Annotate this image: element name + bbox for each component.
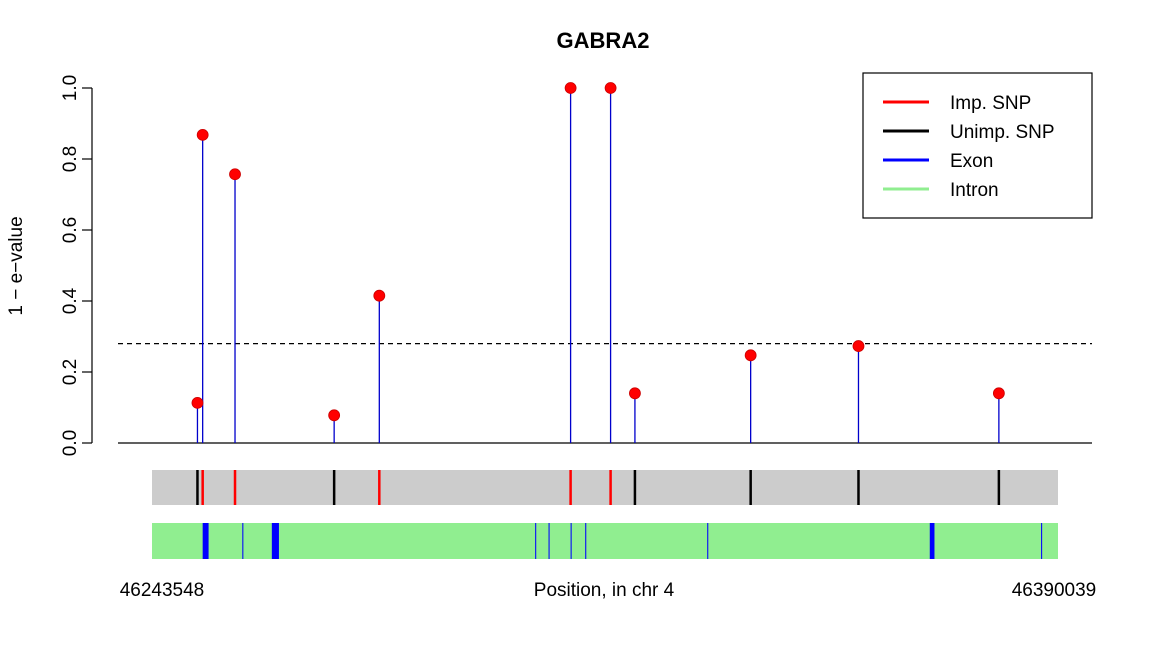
points [191, 82, 1005, 422]
gene-track [152, 523, 1058, 559]
exon [202, 523, 209, 559]
exon [535, 523, 537, 559]
legend-box [862, 72, 1093, 219]
snp-point [328, 409, 341, 422]
y-tick-label: 0.2 [60, 359, 81, 385]
snp-point [852, 340, 865, 352]
y-axis-label: 1 − e−value [6, 216, 27, 315]
y-tick-label: 0.6 [60, 217, 81, 243]
snp-point [196, 128, 209, 141]
y-tick-label: 1.0 [60, 75, 81, 101]
exon [271, 523, 279, 559]
chart-title: GABRA2 [557, 28, 650, 53]
y-tick-label: 0.4 [60, 287, 81, 314]
y-tick-label: 0.8 [60, 146, 81, 172]
legend: Imp. SNP Unimp. SNP Exon Intron [862, 72, 1093, 219]
y-axis: 0.0 0.2 0.4 0.6 0.8 1.0 [60, 75, 93, 456]
snp-point [629, 387, 641, 400]
snp-ticks [196, 470, 1001, 505]
legend-label: Unimp. SNP [950, 122, 1055, 143]
y-tick-label: 0.0 [60, 430, 81, 456]
exons [202, 523, 1043, 559]
snp-point [744, 349, 757, 362]
snp-point [373, 289, 386, 302]
snp-point [564, 82, 577, 94]
exon [1041, 523, 1043, 559]
exon [242, 523, 244, 559]
snp-point [229, 168, 241, 181]
x-axis-label: Position, in chr 4 [534, 580, 675, 601]
exon [570, 523, 572, 559]
exon [707, 523, 709, 559]
legend-label: Intron [950, 180, 999, 201]
snp-track [152, 470, 1058, 505]
exon [548, 523, 550, 559]
x-start-label: 46243548 [120, 580, 205, 601]
x-end-label: 46390039 [1012, 580, 1097, 601]
snp-point [191, 396, 204, 409]
exon [929, 523, 935, 559]
snp-point [604, 82, 617, 94]
legend-label: Imp. SNP [950, 93, 1031, 114]
exon [585, 523, 587, 559]
snp-point [992, 387, 1005, 400]
legend-label: Exon [950, 151, 993, 172]
stems [196, 88, 1000, 443]
